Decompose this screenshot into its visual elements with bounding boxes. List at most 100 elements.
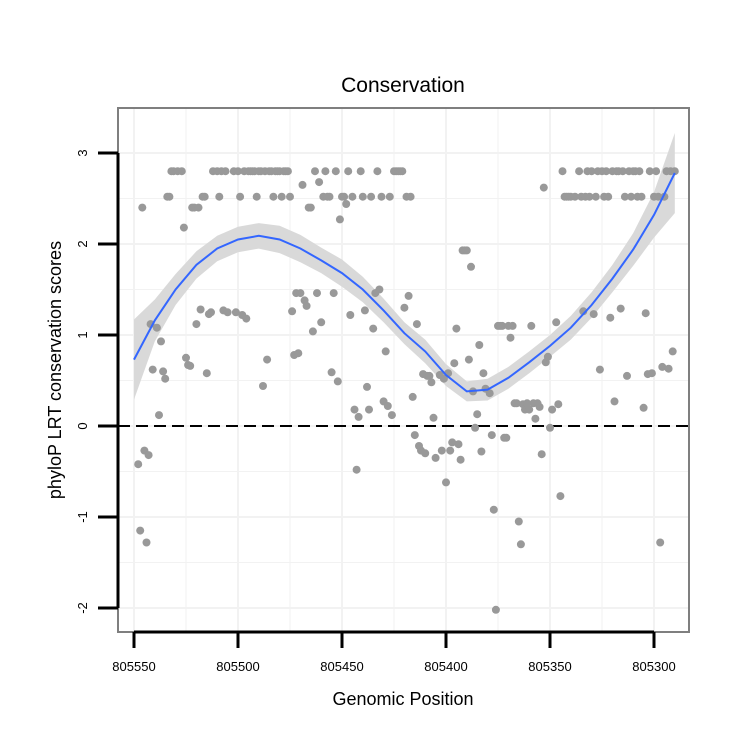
data-point xyxy=(602,167,611,176)
data-point xyxy=(152,323,161,332)
data-point xyxy=(514,517,523,526)
data-point xyxy=(242,314,251,323)
data-point xyxy=(377,192,386,201)
data-point xyxy=(340,192,349,201)
data-point xyxy=(639,403,648,412)
data-point xyxy=(148,365,157,374)
data-point xyxy=(462,246,471,255)
data-point xyxy=(263,355,272,364)
data-point xyxy=(234,167,242,176)
data-point xyxy=(177,167,186,176)
data-point xyxy=(329,289,338,298)
data-point xyxy=(348,192,357,201)
data-point xyxy=(442,478,450,487)
data-point xyxy=(531,414,540,423)
smooth-line xyxy=(133,172,676,393)
data-point xyxy=(437,446,446,455)
data-point xyxy=(142,538,151,547)
data-point xyxy=(446,446,455,455)
data-point xyxy=(539,183,548,192)
data-point xyxy=(215,192,224,201)
data-point xyxy=(512,399,521,408)
data-point xyxy=(231,308,240,317)
data-point xyxy=(452,324,461,333)
x-tick-label: 805500 xyxy=(216,659,259,674)
data-point xyxy=(558,167,567,176)
data-point xyxy=(179,223,188,232)
data-point xyxy=(641,309,650,318)
data-point xyxy=(296,289,305,298)
data-point xyxy=(477,447,486,456)
chart-title: Conservation xyxy=(341,74,465,97)
data-point xyxy=(487,431,496,440)
data-point xyxy=(325,192,334,201)
data-point xyxy=(589,310,598,319)
x-tick-label: 805550 xyxy=(112,659,155,674)
data-point xyxy=(506,333,515,342)
data-point xyxy=(575,167,584,176)
data-point xyxy=(645,167,654,176)
data-point xyxy=(200,192,209,201)
data-point xyxy=(398,167,407,176)
data-point xyxy=(618,167,627,176)
data-point xyxy=(365,405,373,414)
data-point xyxy=(182,353,190,362)
data-point xyxy=(306,203,315,212)
data-point xyxy=(298,180,307,189)
data-point xyxy=(342,200,351,208)
data-point xyxy=(277,192,286,201)
data-point xyxy=(363,382,371,391)
data-point xyxy=(635,167,644,176)
data-point xyxy=(620,192,629,201)
data-point xyxy=(387,411,396,420)
data-point xyxy=(313,289,321,298)
data-point xyxy=(202,369,211,378)
data-point xyxy=(595,365,604,374)
data-point xyxy=(207,308,215,317)
data-point xyxy=(161,374,170,383)
data-point xyxy=(302,301,311,310)
data-point xyxy=(311,167,319,176)
data-point xyxy=(367,192,376,201)
x-tick-label: 805300 xyxy=(632,659,675,674)
data-point xyxy=(610,397,619,406)
data-point xyxy=(223,308,232,317)
data-point xyxy=(616,304,625,313)
y-tick-label: 1 xyxy=(75,331,90,338)
data-point xyxy=(670,167,679,176)
data-point xyxy=(360,306,369,315)
data-point xyxy=(186,361,195,370)
data-point xyxy=(331,167,340,176)
data-point xyxy=(429,413,438,422)
data-point xyxy=(381,347,390,356)
data-point xyxy=(658,362,667,371)
data-point xyxy=(654,192,663,201)
data-point xyxy=(467,262,475,271)
data-point xyxy=(221,167,230,176)
data-points xyxy=(134,167,679,614)
data-point xyxy=(556,492,565,501)
data-point xyxy=(656,538,665,547)
data-point xyxy=(408,392,417,401)
y-axis-label: phyloP LRT conservation scores xyxy=(45,241,65,499)
data-point xyxy=(412,320,421,329)
data-point xyxy=(144,451,153,460)
data-point xyxy=(352,465,361,474)
data-point xyxy=(502,433,511,442)
data-point xyxy=(475,341,484,349)
data-point xyxy=(623,371,631,380)
x-tick-label: 805350 xyxy=(528,659,571,674)
data-point xyxy=(485,389,494,398)
data-point xyxy=(548,405,557,414)
data-point xyxy=(383,402,392,410)
data-point xyxy=(647,369,656,378)
data-point xyxy=(136,526,145,535)
data-point xyxy=(346,311,355,319)
data-point xyxy=(294,349,303,358)
data-point xyxy=(350,405,359,414)
data-point xyxy=(344,167,353,176)
data-point xyxy=(585,192,594,201)
data-point xyxy=(431,453,440,462)
data-point xyxy=(159,367,168,376)
